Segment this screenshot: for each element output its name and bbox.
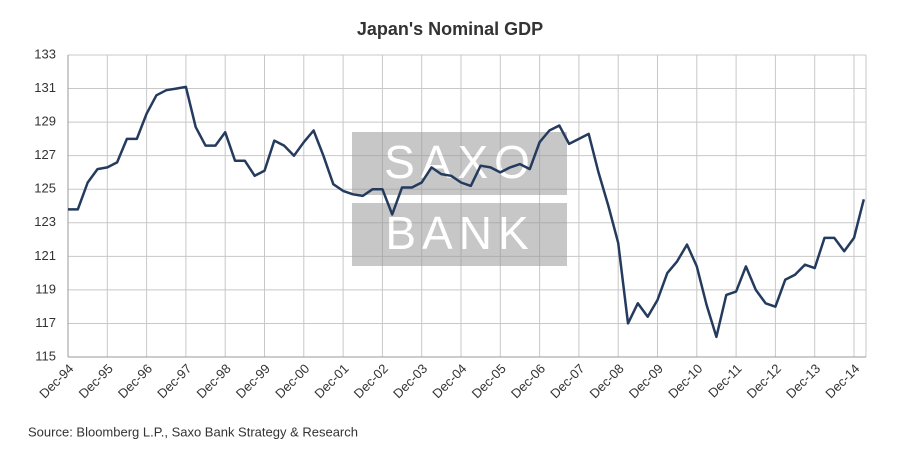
x-tick-label: Dec-04: [429, 361, 469, 401]
y-tick-label: 125: [34, 181, 56, 196]
y-tick-label: 133: [34, 46, 56, 61]
x-tick-label: Dec-06: [508, 361, 548, 401]
source-note: Source: Bloomberg L.P., Saxo Bank Strate…: [28, 424, 358, 439]
y-tick-label: 121: [34, 248, 56, 263]
x-tick-label: Dec-98: [194, 361, 234, 401]
x-tick-label: Dec-95: [76, 361, 116, 401]
x-tick-label: Dec-97: [154, 361, 194, 401]
y-tick-label: 129: [34, 114, 56, 129]
x-tick-label: Dec-14: [822, 361, 862, 401]
x-tick-label: Dec-05: [469, 361, 509, 401]
x-tick-label: Dec-07: [547, 361, 587, 401]
x-tick-label: Dec-12: [744, 361, 784, 401]
x-tick-label: Dec-08: [587, 361, 627, 401]
x-tick-label: Dec-11: [705, 361, 745, 401]
x-tick-label: Dec-94: [36, 361, 76, 401]
x-tick-label: Dec-99: [233, 361, 273, 401]
x-tick-label: Dec-96: [115, 361, 155, 401]
x-tick-label: Dec-13: [783, 361, 823, 401]
y-tick-label: 119: [35, 281, 56, 296]
y-tick-label: 115: [35, 348, 56, 363]
watermark-text: BANK: [385, 207, 534, 259]
x-tick-label: Dec-09: [626, 361, 666, 401]
x-tick-label: Dec-01: [311, 361, 351, 401]
x-tick-label: Dec-03: [390, 361, 430, 401]
y-tick-label: 123: [34, 214, 56, 229]
x-tick-label: Dec-00: [272, 361, 312, 401]
data-line: [68, 85, 866, 339]
y-tick-label: 131: [34, 80, 56, 95]
y-tick-label: 127: [34, 147, 56, 162]
y-tick-label: 117: [35, 315, 56, 330]
x-tick-label: Dec-10: [665, 361, 705, 401]
x-tick-label: Dec-02: [351, 361, 391, 401]
chart-title: Japan's Nominal GDP: [357, 19, 543, 39]
watermark-box: [352, 203, 567, 266]
